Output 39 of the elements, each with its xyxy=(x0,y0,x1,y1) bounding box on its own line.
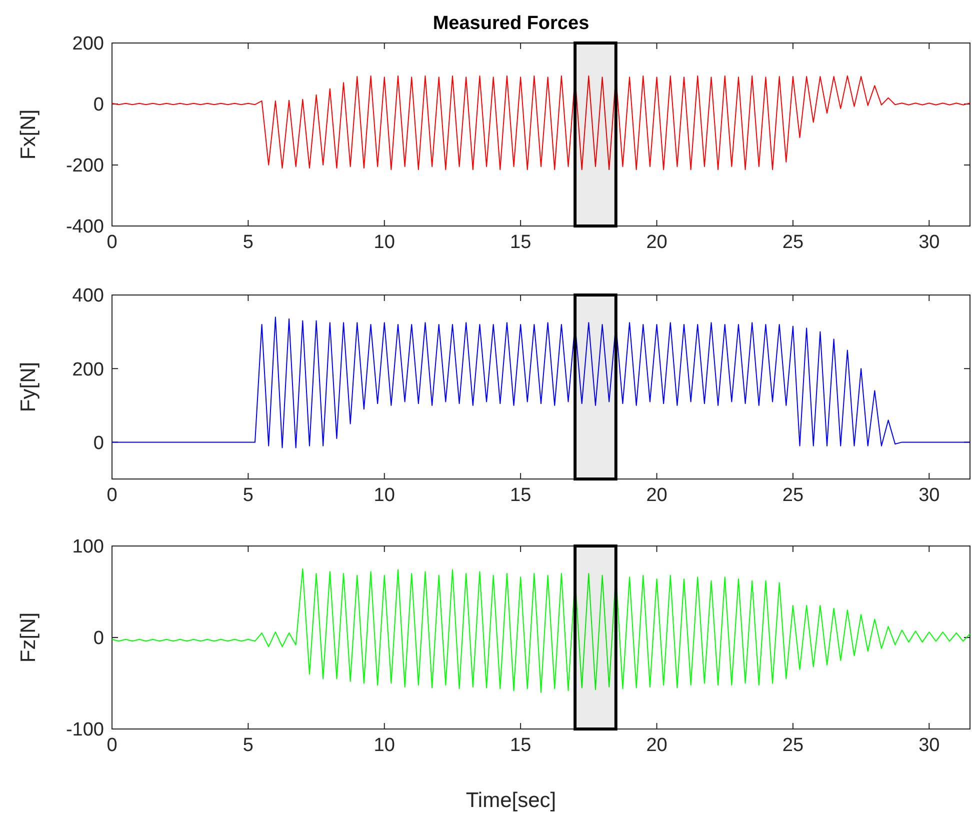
line-series xyxy=(112,316,970,448)
y-axis-title: Fy[N] xyxy=(17,362,40,412)
line-series xyxy=(112,75,970,170)
x-tick-label: 25 xyxy=(782,485,804,506)
x-tick-label: 20 xyxy=(646,232,668,253)
x-tick-label: 0 xyxy=(106,232,118,253)
y-tick-label: -200 xyxy=(66,156,104,177)
y-tick-label: -100 xyxy=(66,720,104,741)
x-tick-label: 20 xyxy=(646,735,668,756)
x-tick-label: 20 xyxy=(646,485,668,506)
y-tick-label: 400 xyxy=(72,286,104,307)
x-tick-label: 0 xyxy=(106,735,118,756)
chart-title: Measured Forces xyxy=(432,13,590,34)
line-series xyxy=(112,568,970,693)
x-tick-label: 5 xyxy=(242,485,254,506)
x-tick-label: 30 xyxy=(918,485,940,506)
x-tick-label: 10 xyxy=(374,735,395,756)
x-tick-label: 15 xyxy=(510,485,532,506)
x-tick-label: 15 xyxy=(510,735,532,756)
x-tick-label: 5 xyxy=(242,735,254,756)
y-tick-label: 100 xyxy=(72,536,104,558)
x-tick-label: 25 xyxy=(782,232,804,253)
x-axis-title: Time[sec] xyxy=(466,789,556,812)
x-tick-label: 10 xyxy=(374,485,395,506)
x-tick-label: 15 xyxy=(510,232,532,253)
y-tick-label: 0 xyxy=(93,432,104,454)
y-tick-label: 0 xyxy=(93,628,104,650)
x-tick-label: 10 xyxy=(374,232,395,253)
x-tick-label: 5 xyxy=(242,232,254,253)
x-tick-label: 0 xyxy=(106,485,118,506)
y-tick-label: -400 xyxy=(66,216,104,238)
x-tick-label: 30 xyxy=(918,232,940,253)
x-tick-label: 30 xyxy=(918,735,940,756)
y-tick-label: 200 xyxy=(72,34,104,55)
y-axis-title: Fx[N] xyxy=(17,109,40,160)
y-tick-label: 0 xyxy=(93,94,104,116)
y-axis-title: Fz[N] xyxy=(17,612,40,663)
x-tick-label: 25 xyxy=(782,735,804,756)
y-tick-label: 200 xyxy=(72,359,104,380)
